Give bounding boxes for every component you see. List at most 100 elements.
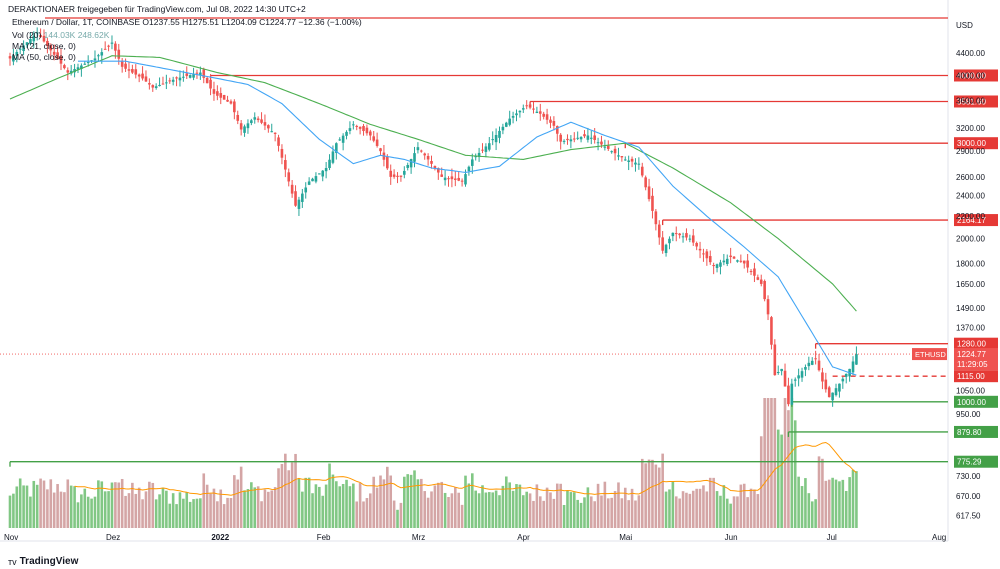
volume-bar — [382, 479, 386, 528]
candle-body — [457, 177, 460, 181]
y-tick-label: 3200.00 — [956, 124, 985, 133]
candle-body — [807, 362, 811, 367]
volume-bar — [311, 493, 314, 528]
volume-bar — [273, 487, 277, 528]
currency-label: USD — [956, 21, 973, 30]
volume-bar — [770, 398, 773, 528]
candle-body — [199, 72, 202, 75]
volume-bar — [623, 487, 627, 528]
volume-bar — [86, 496, 90, 528]
volume-bar — [423, 491, 427, 528]
ma50-line — [9, 55, 857, 312]
volume-bar — [284, 453, 287, 528]
candle-body — [698, 248, 702, 251]
volume-bar — [205, 484, 209, 528]
candle-body — [691, 235, 695, 243]
volume-bar — [12, 493, 15, 528]
volume-bar — [199, 498, 202, 528]
volume-bar — [318, 486, 321, 528]
volume-bar — [168, 503, 172, 528]
volume-bar — [328, 463, 331, 528]
volume-bar — [270, 490, 274, 528]
candle-body — [824, 379, 828, 390]
volume-bar — [297, 478, 301, 528]
volume-bar — [243, 490, 246, 528]
y-tick-label: 2000.00 — [956, 235, 985, 244]
candle-body — [712, 265, 715, 267]
volume-bar — [192, 499, 195, 528]
y-tick-label: 4400.00 — [956, 49, 985, 58]
candle-body — [209, 79, 212, 89]
volume-bar — [443, 492, 447, 528]
candle-body — [464, 174, 467, 185]
x-tick-label: Dez — [106, 533, 120, 542]
candle-body — [86, 61, 90, 63]
volume-bar — [355, 501, 359, 528]
candle-body — [226, 99, 229, 102]
volume-bar — [212, 488, 216, 528]
candle-body — [719, 262, 722, 267]
volume-bar — [834, 479, 838, 528]
candle-body — [297, 199, 301, 209]
candle-body — [664, 244, 668, 254]
volume-bar — [335, 481, 338, 528]
volume-bar — [827, 479, 831, 528]
x-tick-label: Jul — [827, 533, 837, 542]
volume-bar — [290, 462, 294, 528]
volume-bar — [521, 495, 525, 528]
candle-body — [433, 166, 437, 169]
volume-bar — [141, 499, 144, 528]
candle-body — [705, 251, 709, 259]
volume-bar — [691, 490, 695, 528]
volume-bar — [409, 474, 413, 528]
level-label: 1115.00 — [957, 372, 985, 381]
candle-body — [725, 258, 729, 264]
candle-body — [284, 160, 287, 170]
candle-body — [756, 277, 760, 280]
candle-body — [702, 253, 705, 255]
volume-bar — [511, 490, 515, 528]
volume-bar — [392, 500, 396, 528]
volume-bar — [263, 489, 267, 528]
volume-bar — [549, 492, 552, 528]
volume-bar — [488, 492, 491, 528]
volume-bar — [698, 488, 702, 528]
y-tick-label: 1050.00 — [956, 386, 985, 395]
candle-body — [202, 69, 206, 78]
candle-body — [467, 166, 471, 172]
candle-body — [287, 172, 291, 182]
candle-body — [776, 372, 780, 374]
candle-body — [355, 125, 359, 127]
candle-body — [498, 130, 501, 138]
candle-body — [331, 151, 335, 163]
tradingview-logo[interactable]: ᴛᴠ TradingView — [8, 556, 78, 567]
volume-bar — [688, 493, 692, 528]
volume-bar — [831, 477, 834, 528]
level-label-bg — [954, 395, 998, 408]
volume-bar — [161, 487, 165, 528]
volume-bar — [773, 398, 777, 528]
candle-body — [229, 101, 233, 104]
candle-body — [630, 158, 634, 162]
candle-body — [63, 65, 66, 69]
volume-bar — [766, 398, 770, 528]
candle-body — [335, 143, 338, 153]
candle-body — [654, 211, 658, 225]
candle-body — [454, 178, 457, 180]
volume-bar — [110, 482, 114, 528]
candle-body — [753, 268, 756, 276]
volume-bar — [702, 485, 705, 528]
volume-bar — [440, 481, 444, 528]
candle-body — [555, 126, 559, 134]
volume-bar — [535, 484, 539, 528]
candle-body — [787, 385, 790, 405]
volume-bar — [749, 488, 753, 528]
candle-body — [127, 69, 131, 71]
volume-bar — [345, 479, 348, 528]
candle-body — [838, 383, 841, 392]
y-tick-label: 4000.00 — [956, 71, 985, 80]
candle-body — [742, 260, 746, 264]
volume-bar — [165, 490, 168, 528]
candle-body — [542, 113, 545, 117]
